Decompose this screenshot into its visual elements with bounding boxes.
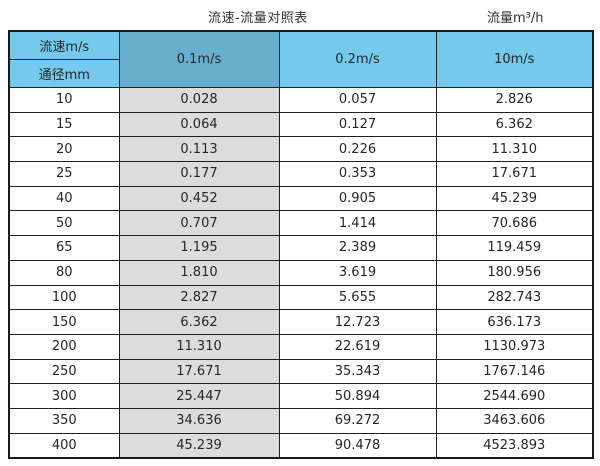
- column-header-10ms: 10m/s: [435, 30, 594, 88]
- flow-value-cell: 119.459: [435, 235, 594, 261]
- flow-value-cell: 2.826: [435, 87, 594, 113]
- flow-value-cell: 1767.146: [435, 358, 594, 385]
- flow-value-cell: 0.452: [118, 185, 280, 212]
- flow-value-cell: 4523.893: [435, 432, 594, 459]
- diameter-cell: 40: [8, 185, 120, 212]
- table-row: 20 0.113 0.226 11.310: [8, 136, 594, 163]
- flow-value-cell: 3463.606: [435, 407, 594, 434]
- diameter-cell: 80: [8, 259, 120, 286]
- flow-value-cell: 0.707: [118, 210, 280, 237]
- flow-value-cell: 90.478: [278, 432, 437, 459]
- diameter-cell: 25: [8, 161, 120, 187]
- flow-value-cell: 0.057: [278, 87, 437, 113]
- flow-value-cell: 34.636: [118, 407, 280, 434]
- header-row-bottom: 通径mm: [8, 59, 593, 88]
- flow-value-cell: 1.810: [118, 259, 280, 286]
- column-header-0-1ms: 0.1m/s: [118, 30, 280, 88]
- flow-value-cell: 0.353: [278, 161, 437, 187]
- flow-value-cell: 1130.973: [435, 333, 594, 360]
- flow-value-cell: 17.671: [435, 161, 594, 187]
- flow-value-cell: 45.239: [118, 432, 280, 459]
- flow-rate-table: 流速m/s 0.1m/s 0.2m/s 10m/s 通径mm 10 0.028 …: [8, 30, 594, 460]
- flow-value-cell: 0.028: [118, 87, 280, 113]
- flow-value-cell: 0.064: [118, 111, 280, 138]
- table-row: 40 0.452 0.905 45.239: [8, 185, 594, 212]
- flow-value-cell: 35.343: [278, 358, 437, 385]
- flow-value-cell: 6.362: [435, 111, 594, 138]
- flow-value-cell: 17.671: [118, 358, 280, 385]
- table-row: 150 6.362 12.723 636.173: [8, 309, 594, 335]
- diameter-cell: 250: [8, 358, 120, 385]
- flow-value-cell: 5.655: [278, 284, 437, 311]
- flow-value-cell: 2544.690: [435, 383, 594, 409]
- diameter-cell: 200: [8, 333, 120, 360]
- flow-value-cell: 11.310: [435, 136, 594, 163]
- table-row: 50 0.707 1.414 70.686: [8, 210, 594, 237]
- flow-value-cell: 282.743: [435, 284, 594, 311]
- table-row: 300 25.447 50.894 2544.690: [8, 383, 594, 409]
- table-row: 100 2.827 5.655 282.743: [8, 284, 594, 311]
- table-row: 15 0.064 0.127 6.362: [8, 111, 594, 138]
- header-row-top: 流速m/s 0.1m/s 0.2m/s 10m/s: [8, 30, 594, 88]
- flow-value-cell: 1.414: [278, 210, 437, 237]
- diameter-cell: 350: [8, 407, 120, 434]
- caption-bar: 流速-流量对照表 流量m³/h: [0, 0, 600, 30]
- diameter-cell: 100: [8, 284, 120, 311]
- flow-value-cell: 22.619: [278, 333, 437, 360]
- table-row: 200 11.310 22.619 1130.973: [8, 333, 594, 360]
- corner-velocity-header: 流速m/s: [8, 30, 120, 60]
- flow-value-cell: 0.113: [118, 136, 280, 163]
- flow-value-cell: 0.226: [278, 136, 437, 163]
- flow-value-cell: 11.310: [118, 333, 280, 360]
- table-row: 400 45.239 90.478 4523.893: [8, 432, 594, 459]
- diameter-cell: 10: [8, 87, 120, 113]
- flow-value-cell: 12.723: [278, 309, 437, 335]
- diameter-cell: 300: [8, 383, 120, 409]
- flow-value-cell: 636.173: [435, 309, 594, 335]
- flow-value-cell: 0.177: [118, 161, 280, 187]
- flow-value-cell: 2.827: [118, 284, 280, 311]
- flow-value-cell: 25.447: [118, 383, 280, 409]
- flow-unit-label: 流量m³/h: [487, 11, 544, 26]
- table-title: 流速-流量对照表: [208, 11, 308, 26]
- diameter-cell: 20: [8, 136, 120, 163]
- flow-value-cell: 69.272: [278, 407, 437, 434]
- column-header-0-2ms: 0.2m/s: [278, 30, 437, 88]
- flow-value-cell: 3.619: [278, 259, 437, 286]
- table-row: 10 0.028 0.057 2.826: [8, 87, 594, 113]
- flow-value-cell: 6.362: [118, 309, 280, 335]
- table-row: 25 0.177 0.353 17.671: [8, 161, 594, 187]
- flow-value-cell: 180.956: [435, 259, 594, 286]
- flow-value-cell: 2.389: [278, 235, 437, 261]
- table-row: 65 1.195 2.389 119.459: [8, 235, 594, 261]
- diameter-cell: 50: [8, 210, 120, 237]
- flow-value-cell: 0.127: [278, 111, 437, 138]
- diameter-cell: 65: [8, 235, 120, 261]
- diameter-cell: 15: [8, 111, 120, 138]
- table-row: 250 17.671 35.343 1767.146: [8, 358, 594, 385]
- flow-value-cell: 70.686: [435, 210, 594, 237]
- diameter-cell: 400: [8, 432, 120, 459]
- flow-value-cell: 45.239: [435, 185, 594, 212]
- diameter-cell: 150: [8, 309, 120, 335]
- table-row: 80 1.810 3.619 180.956: [8, 259, 594, 286]
- corner-diameter-header: 通径mm: [8, 59, 120, 88]
- flow-value-cell: 50.894: [278, 383, 437, 409]
- table-row: 350 34.636 69.272 3463.606: [8, 407, 594, 434]
- flow-value-cell: 1.195: [118, 235, 280, 261]
- flow-value-cell: 0.905: [278, 185, 437, 212]
